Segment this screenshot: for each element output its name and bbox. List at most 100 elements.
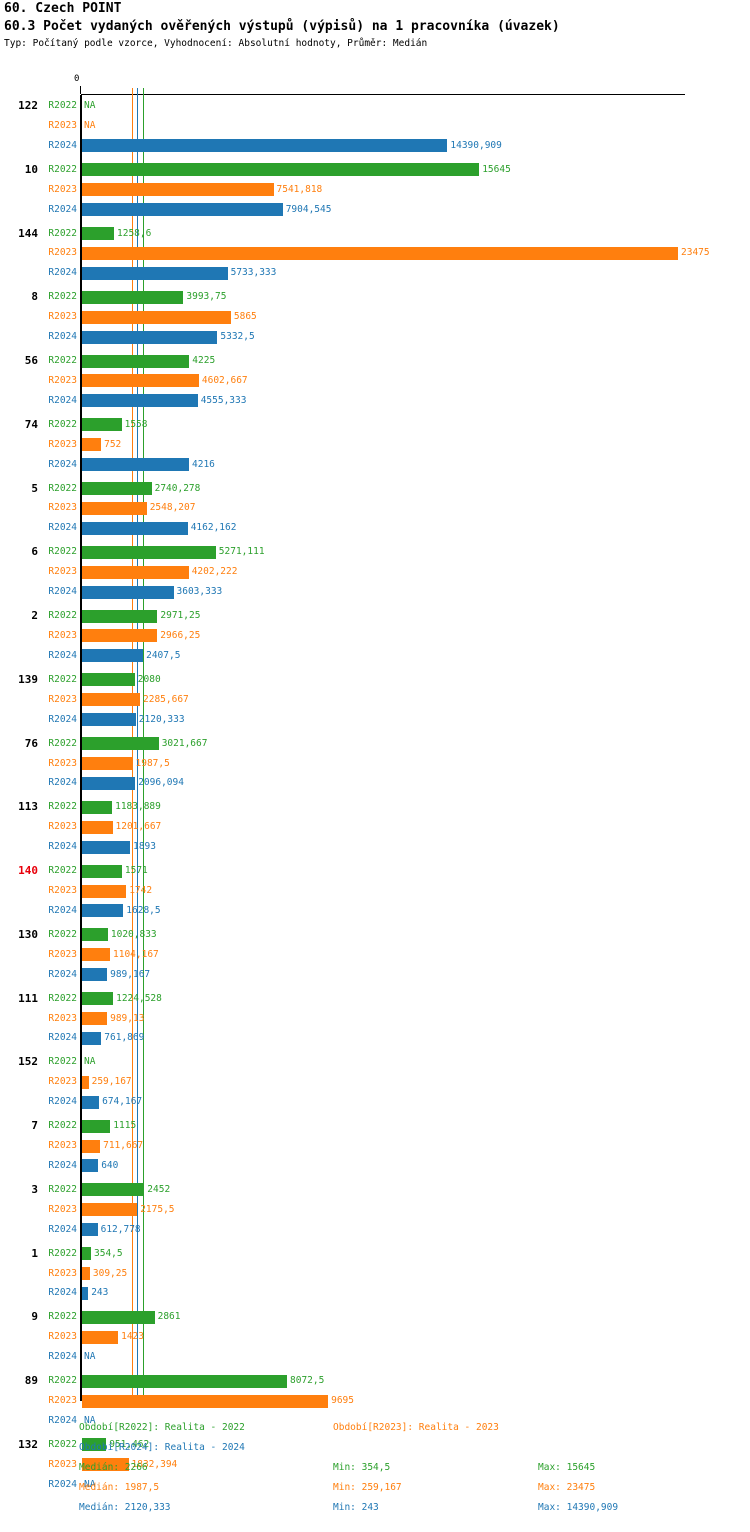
group-label: 139 [18,672,38,686]
bar-2022[interactable] [82,482,152,495]
series-label-2022: R2022 [48,1311,77,1323]
bar-value-label: 2407,5 [146,649,181,661]
bar-2023[interactable] [82,629,158,643]
bar-2024[interactable] [82,203,283,217]
bar-2024[interactable] [82,266,228,280]
bar-2024[interactable] [82,713,136,727]
bar-2022[interactable] [82,545,216,559]
series-label-2022: R2022 [48,482,77,494]
bar-2022[interactable] [82,163,480,177]
chart-row: R2023 1742 [0,882,750,900]
bar-2024[interactable] [82,585,174,599]
chart-row: 6 R2022 5271,111 [0,543,750,561]
bar-value-label: 2096,094 [138,777,184,789]
bar-2023[interactable] [82,1139,101,1153]
bar-2022[interactable] [82,227,114,240]
bar-2023[interactable] [82,1394,329,1408]
chart-row: R2024 5733,333 [0,264,750,282]
bar-2022[interactable] [82,1438,107,1452]
series-label-2022: R2022 [48,163,77,175]
bar-2024[interactable] [82,521,188,535]
bar-2022[interactable] [82,864,122,878]
bar-2023[interactable] [82,884,127,898]
bar-2023[interactable] [82,1267,90,1280]
series-label-2023: R2023 [48,693,77,705]
bar-2024[interactable] [82,1286,89,1300]
bar-2022[interactable] [82,673,135,687]
bar-value-label: 7541,818 [276,183,323,195]
bar-2023[interactable] [82,1203,138,1217]
bar-2022[interactable] [82,418,122,432]
bar-2023[interactable] [82,820,113,834]
bar-2022[interactable] [82,354,190,368]
bar-value-label: 951,462 [109,1438,150,1450]
series-label-2022: R2022 [48,801,77,813]
bar-2022[interactable] [82,1374,287,1388]
bar-2022[interactable] [82,1310,155,1324]
bar-2023[interactable] [82,1330,119,1344]
series-label-2024: R2024 [48,1096,77,1108]
bar-2023[interactable] [82,438,102,452]
chart-row: R2023 2548,207 [0,499,750,517]
series-label-2024: R2024 [48,1223,77,1235]
stats-row: Medián: 2266 Min: 354,5 Max: 15645 [0,1462,750,1482]
bar-2022[interactable] [82,737,159,750]
bar-value-label: 2175,5 [140,1203,175,1215]
bar-2022[interactable] [82,1119,111,1133]
series-label-2024: R2024 [48,1351,77,1363]
page-title: 60. Czech POINT [4,1,122,16]
bar-value-label: 4216 [192,458,215,470]
bar-2024[interactable] [82,1223,98,1237]
bar-2024[interactable] [82,904,124,918]
bar-2023[interactable] [82,693,140,707]
stat-min-2024: Min: 243 [333,1502,379,1513]
bar-2022[interactable] [82,1183,145,1197]
group-label: 10 [24,162,38,176]
chart-row: R2024 2096,094 [0,774,750,792]
series-label-2022: R2022 [48,865,77,876]
bar-value-label: 2861 [157,1311,181,1323]
bar-value-label: 1104,167 [113,948,159,960]
bar-2024[interactable] [82,840,131,854]
bar-2023[interactable] [82,948,110,962]
chart-row: R2023 9695 [0,1392,750,1410]
bar-value-label: 1628,5 [126,904,161,916]
bar-value-label: 7904,545 [285,203,332,215]
bar-2024[interactable] [82,1159,99,1173]
bar-value-label: 1020,833 [110,928,157,940]
bar-2024[interactable] [82,968,108,982]
stat-median-2024: Medián: 2120,333 [79,1502,171,1513]
bar-2024[interactable] [82,776,136,790]
bar-2024[interactable] [82,394,198,408]
chart-row: R2023 1423 [0,1328,750,1346]
series-label-2022: R2022 [48,1247,77,1259]
bar-2022[interactable] [82,1247,91,1260]
bar-2023[interactable] [82,374,199,388]
bar-2023[interactable] [82,1458,129,1472]
bar-2024[interactable] [82,330,218,344]
series-label-2023: R2023 [48,120,77,131]
bar-2023[interactable] [82,757,133,770]
bar-2023[interactable] [82,501,147,515]
bar-2024[interactable] [82,458,189,472]
chart-row: R2023 1832,394 [0,1456,750,1474]
series-label-2023: R2023 [48,374,77,386]
bar-2022[interactable] [82,609,158,623]
bar-2023[interactable] [82,1075,89,1089]
bar-2023[interactable] [82,565,189,579]
bar-2024[interactable] [82,139,448,153]
bar-2022[interactable] [82,290,184,304]
bar-2024[interactable] [82,1031,102,1045]
bar-2023[interactable] [82,1012,108,1025]
bar-2022[interactable] [82,800,113,814]
bar-2022[interactable] [82,928,108,942]
bar-2024[interactable] [82,1095,100,1109]
bar-2023[interactable] [82,183,274,197]
bar-2023[interactable] [82,310,231,324]
chart-row: 130 R2022 1020,833 [0,926,750,944]
group-label: 111 [18,991,38,1005]
bar-2023[interactable] [82,246,678,260]
stat-median-2023: Medián: 1987,5 [79,1482,160,1493]
bar-2024[interactable] [82,649,144,663]
bar-2022[interactable] [82,992,114,1005]
